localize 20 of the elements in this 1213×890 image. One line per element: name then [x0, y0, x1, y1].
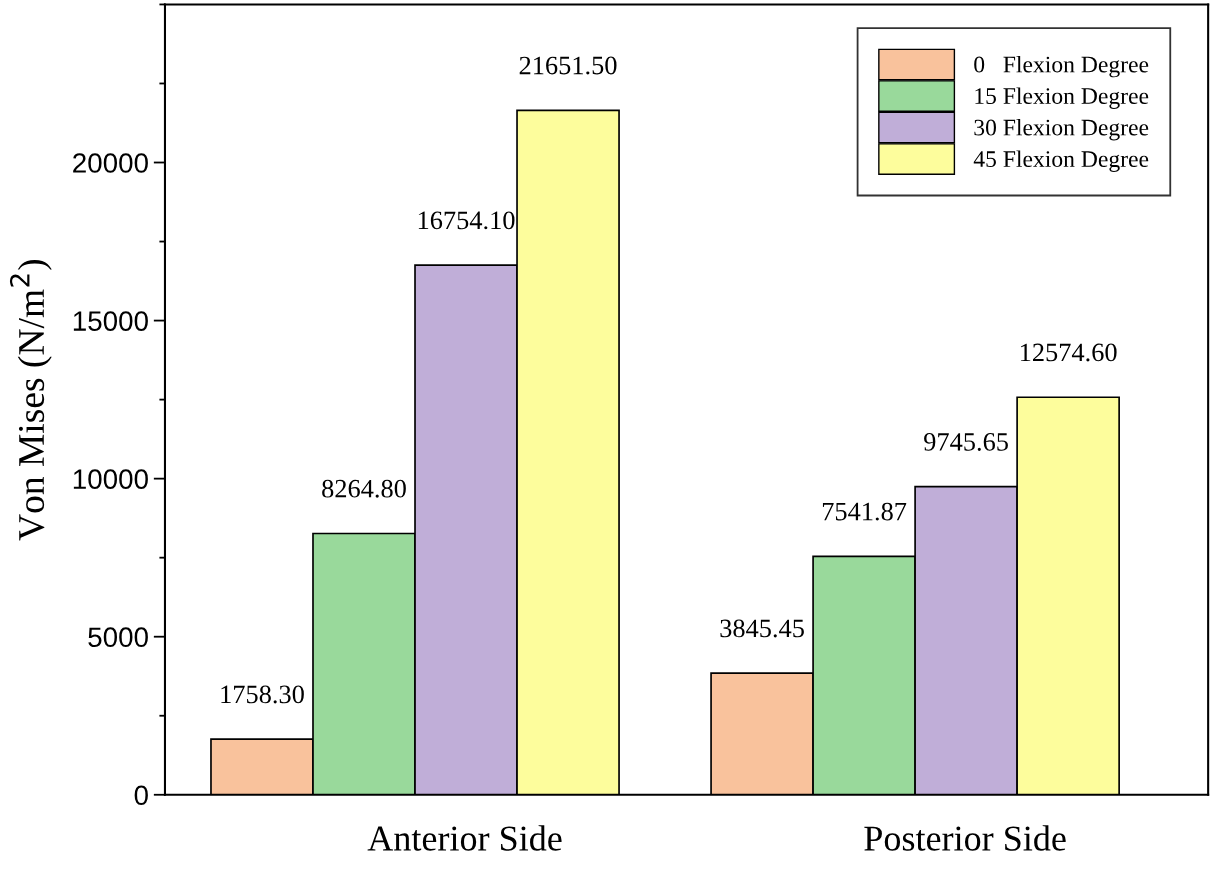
y-axis-title: Von Mises (N/m$^{2}$) [9, 259, 52, 541]
x-tick-label: Anterior Side [367, 825, 562, 851]
y-tick-label: 0 [134, 785, 148, 806]
y-tick-label: 5000 [88, 627, 148, 648]
y-tick-label: 15000 [73, 311, 148, 331]
data-label: 12574.60 [1020, 343, 1117, 362]
data-label: 8264.80 [322, 479, 406, 498]
data-label: 16754.10 [418, 211, 515, 230]
legend-label: 30 Flexion Degree [974, 118, 1149, 141]
data-label: 7541.87 [822, 502, 907, 521]
data-label: 1758.30 [221, 685, 304, 704]
legend-label: 45 Flexion Degree [973, 150, 1149, 172]
y-tick-label: 20000 [73, 153, 148, 173]
y-tick-label: 10000 [73, 469, 148, 489]
data-label: 21651.50 [519, 56, 617, 75]
x-tick-label: Posterior Side [864, 825, 1066, 851]
legend-label: 0 Flexion Degree [974, 55, 1149, 78]
data-label: 9745.65 [924, 433, 1008, 451]
data-label: 3845.45 [720, 619, 804, 638]
legend-label: 15 Flexion Degree [975, 87, 1149, 109]
